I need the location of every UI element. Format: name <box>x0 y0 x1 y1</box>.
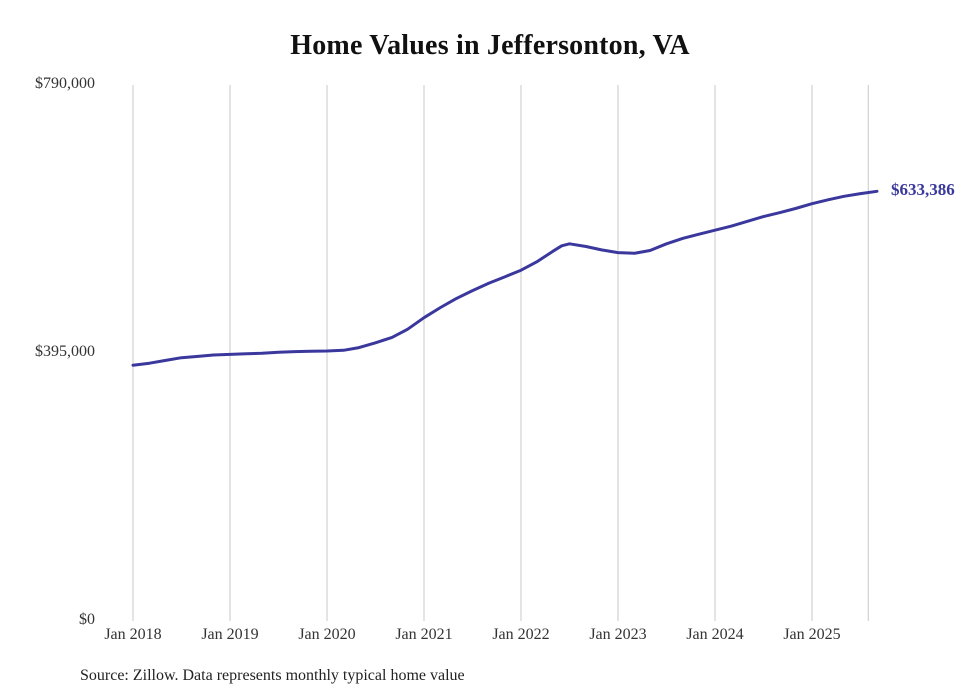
x-axis-tick-label: Jan 2022 <box>492 626 550 643</box>
home-value-line <box>131 189 879 367</box>
x-axis-tick-label: Jan 2024 <box>686 626 744 643</box>
x-axis-tick-label: Jan 2018 <box>104 626 162 643</box>
source-note: Source: Zillow. Data represents monthly … <box>80 667 465 684</box>
x-axis-tick-label: Jan 2021 <box>395 626 453 643</box>
x-axis-tick-label: Jan 2025 <box>783 626 841 643</box>
end-value-label: $633,386 <box>890 180 955 200</box>
y-axis-tick-label: $790,000 <box>35 75 95 92</box>
x-axis-tick-label: Jan 2023 <box>589 626 647 643</box>
y-axis-tick-label: $395,000 <box>35 343 95 360</box>
x-axis-tick-label: Jan 2020 <box>298 626 356 643</box>
x-axis-tick-label: Jan 2019 <box>201 626 259 643</box>
chart-title: Home Values in Jeffersonton, VA <box>290 30 690 61</box>
y-axis-tick-label: $0 <box>79 611 95 628</box>
